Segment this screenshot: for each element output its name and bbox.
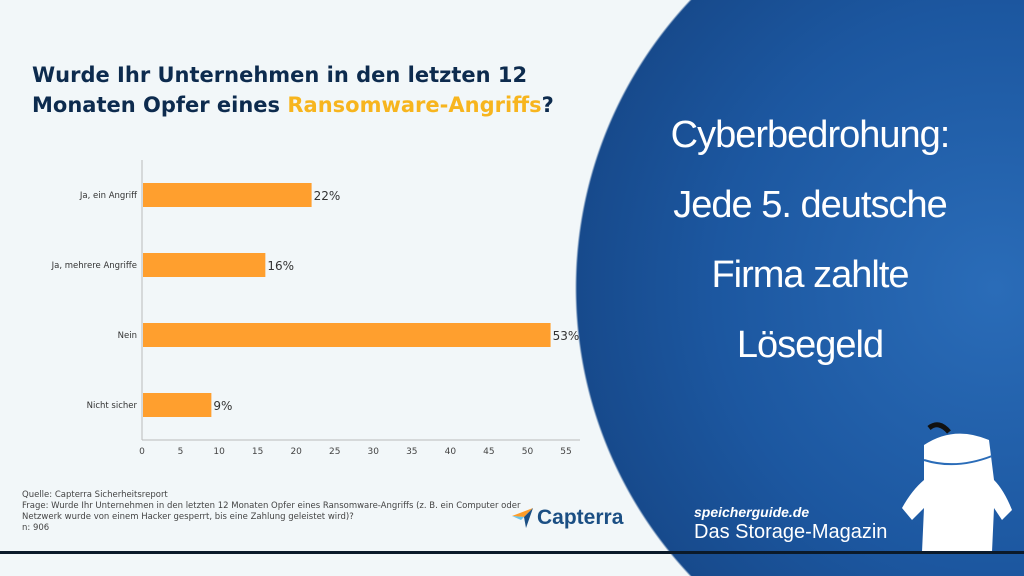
- capterra-logo: Capterra: [512, 506, 623, 530]
- x-tick-label: 25: [329, 447, 340, 457]
- title-line-1: Wurde Ihr Unternehmen in den letzten 12: [32, 63, 528, 87]
- x-tick-label: 50: [522, 447, 534, 457]
- bar: [143, 253, 266, 277]
- bar: [143, 393, 212, 417]
- headline-line: Cyberbedrohung:: [670, 114, 951, 156]
- data-label: 16%: [267, 259, 294, 273]
- title-end: ?: [541, 93, 554, 117]
- source-text: Quelle: Capterra Sicherheitsreport: [22, 490, 168, 500]
- title-text: Monaten Opfer eines: [32, 93, 288, 117]
- category-label: Ja, mehrere Angriffe: [51, 261, 137, 271]
- question-text: Netzwerk wurde von einem Hacker gesperrt…: [22, 512, 354, 522]
- title-line-2: Monaten Opfer eines Ransomware-Angriffs?: [32, 90, 554, 120]
- bottom-divider: [0, 551, 1024, 554]
- headline-line: Jede 5. deutsche: [673, 184, 947, 226]
- chart-title: Wurde Ihr Unternehmen in den letzten 12 …: [32, 60, 554, 120]
- chart-footnote: Quelle: Capterra Sicherheitsreport Frage…: [22, 490, 521, 534]
- x-tick-label: 45: [483, 447, 494, 457]
- x-tick-label: 20: [290, 447, 302, 457]
- robot-mascot-image: [902, 422, 1012, 552]
- question-text: Frage: Wurde Ihr Unternehmen in den letz…: [22, 501, 521, 511]
- x-tick-label: 35: [406, 447, 417, 457]
- data-label: 22%: [314, 189, 341, 203]
- bar-chart: 0 5 10 15 20 25 30 35 40 45 50 55 Ja, ein Angriff 22%…: [51, 160, 580, 457]
- x-tick-label: 5: [178, 447, 184, 457]
- data-label: 9%: [213, 399, 232, 413]
- bar: [143, 183, 312, 207]
- x-tick-label: 55: [560, 447, 571, 457]
- capterra-arrow-icon: [512, 508, 533, 528]
- x-tick-label: 30: [368, 447, 380, 457]
- title-highlight: Ransomware-Angriffs: [287, 93, 542, 117]
- x-tick-label: 15: [252, 447, 263, 457]
- category-label: Nein: [118, 331, 137, 341]
- category-label: Ja, ein Angriff: [79, 191, 138, 201]
- x-tick-label: 0: [139, 447, 145, 457]
- sample-size: n: 906: [22, 523, 50, 533]
- category-label: Nicht sicher: [87, 401, 138, 411]
- x-tick-label: 40: [445, 447, 457, 457]
- headline-line: Lösegeld: [736, 324, 884, 366]
- headline-line: Firma zahlte: [711, 254, 909, 296]
- brand-site: speicherguide.de: [694, 504, 810, 520]
- bar: [143, 323, 551, 347]
- data-label: 53%: [553, 329, 580, 343]
- headline: Cyberbedrohung: Jede 5. deutsche Firma z…: [610, 100, 1010, 380]
- speicherguide-brand: speicherguide.de Das Storage-Magazin: [694, 504, 887, 544]
- capterra-logo-text: Capterra: [537, 506, 624, 529]
- x-tick-label: 10: [213, 447, 225, 457]
- brand-tagline: Das Storage-Magazin: [694, 521, 888, 543]
